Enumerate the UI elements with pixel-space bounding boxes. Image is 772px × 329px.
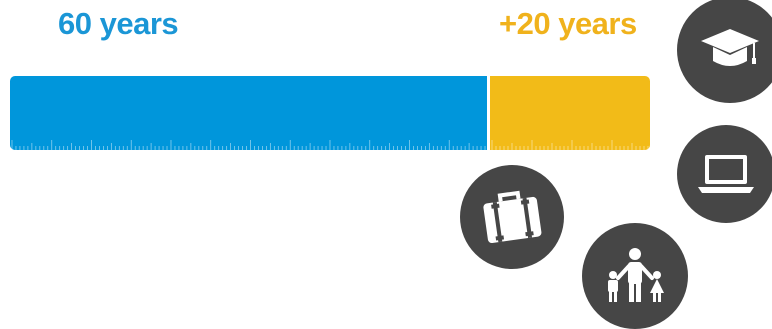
extra-ruler-ticks <box>491 140 649 150</box>
base-years-bar <box>10 76 487 150</box>
graduation-cap-icon <box>701 29 759 66</box>
family-circle <box>582 223 688 329</box>
extra-years-bar <box>490 76 650 150</box>
work-circle <box>677 125 772 223</box>
travel-circle <box>460 165 564 269</box>
base-ruler-ticks <box>11 140 486 150</box>
family-icon <box>608 248 664 302</box>
education-circle <box>677 0 772 103</box>
laptop-icon <box>698 155 754 193</box>
extra-years-label: +20 years <box>499 6 637 41</box>
base-years-label: 60 years <box>58 6 179 41</box>
briefcase-icon <box>483 190 542 244</box>
